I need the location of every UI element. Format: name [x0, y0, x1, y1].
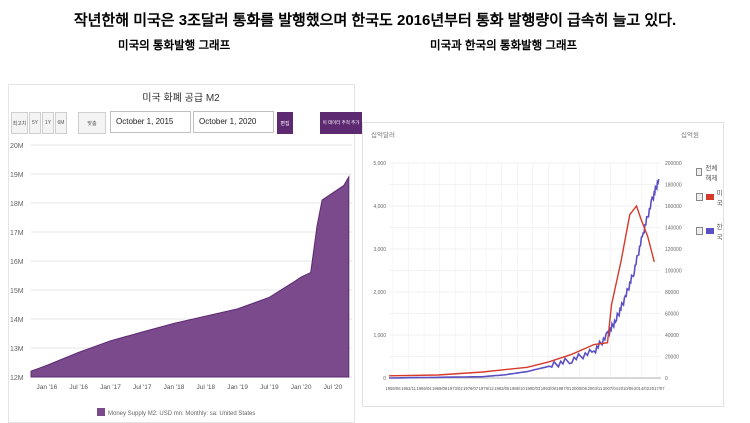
y-right-tick-label: 0: [665, 376, 668, 382]
range-button-custom[interactable]: 맞춤: [78, 112, 106, 134]
checkbox-icon: [696, 227, 703, 235]
x-tick-label: Jan '17: [100, 384, 121, 391]
y-right-tick-label: 40000: [665, 333, 679, 339]
y-left-tick-label: 0: [383, 376, 386, 382]
y-right-tick-label: 120000: [665, 247, 682, 253]
y-left-tick-label: 5,000: [373, 161, 386, 167]
add-tracking-button[interactable]: 이 데이터 추적 추가: [320, 112, 362, 134]
x-tick-label: 2007/04: [603, 386, 619, 391]
y-right-tick-label: 200000: [665, 161, 682, 167]
range-button-1y[interactable]: 1Y: [42, 112, 54, 134]
y-tick-label: 19M: [10, 172, 24, 179]
y-tick-label: 16M: [10, 259, 24, 266]
legend-label-select-all: 전체해제: [705, 165, 718, 182]
x-tick-label: 1969/09: [432, 386, 448, 391]
x-tick-label: 1997/01: [556, 386, 572, 391]
start-date-field[interactable]: October 1, 2015: [110, 111, 191, 133]
x-tick-label: 1976/07: [463, 386, 479, 391]
y-left-tick-label: 3,000: [373, 247, 386, 253]
y-right-tick-label: 140000: [665, 226, 682, 232]
us-korea-chart: 십억달러 십억원 0 20000 40000 60000 80000 100000 120000…: [371, 130, 699, 391]
x-tick-label: 2014/02: [634, 386, 650, 391]
us-chart-title: 미국 화폐 공급 M2: [142, 93, 220, 104]
legend-select-all[interactable]: 전체해제: [696, 162, 723, 182]
y-right-tick-label: 100000: [665, 269, 682, 275]
x-tick-label: 1962/11: [401, 386, 416, 391]
x-tick-label: Jan '20: [291, 384, 312, 391]
x-tick-label: 1966/04: [416, 386, 432, 391]
x-tick-label: 2000/06: [572, 386, 588, 391]
y-right-tick-label: 80000: [665, 290, 679, 296]
legend-swatch-m2: [97, 408, 105, 416]
us-korea-panel: 십억달러 십억원 0 20000 40000 60000 80000 100000 120000…: [362, 122, 724, 407]
y-tick-label: 13M: [10, 346, 24, 353]
left-axis-label: 십억달러: [371, 130, 395, 139]
x-tick-label: 2003/11: [587, 386, 602, 391]
x-tick-label: Jan '18: [164, 384, 185, 391]
legend-korea[interactable]: 한국: [696, 221, 726, 241]
area-series-m2: [30, 175, 350, 378]
y-right-tick-label: 20000: [665, 355, 679, 361]
subtitle-us-chart: 미국의 통화발행 그래프: [118, 40, 231, 52]
x-tick-label: Jul '16: [69, 384, 88, 391]
y-left-tick-label: 1,000: [373, 333, 386, 339]
y-tick-label: 14M: [10, 317, 24, 324]
edit-button[interactable]: 편집: [277, 112, 293, 134]
range-button-6m[interactable]: 6M: [55, 112, 67, 134]
y-tick-label: 20M: [10, 143, 24, 150]
y-tick-label: 15M: [10, 288, 24, 295]
us-m2-panel: 미국 화폐 공급 M2 최고치 5Y 1Y 6M 맞춤 October 1, 2…: [8, 84, 362, 423]
x-tick-label: Jul '19: [260, 384, 279, 391]
checkbox-icon: [696, 193, 703, 201]
y-left-tick-label: 2,000: [373, 290, 386, 296]
x-tick-label: Jul '17: [133, 384, 152, 391]
range-button-5y[interactable]: 5Y: [29, 112, 41, 134]
end-date-field[interactable]: October 1, 2020: [193, 111, 274, 133]
x-tick-label: Jul '20: [324, 384, 343, 391]
x-tick-label: Jul '18: [197, 384, 216, 391]
subtitle-us-korea-chart: 미국과 한국의 통화발행 그래프: [430, 40, 578, 52]
headline: 작년한해 미국은 3조달러 통화를 발행했으며 한국도 2016년부터 통화 발…: [73, 12, 677, 29]
range-button-max[interactable]: 최고치: [11, 112, 28, 134]
y-right-tick-label: 60000: [665, 312, 679, 318]
y-right-tick-label: 160000: [665, 204, 682, 210]
y-tick-label: 17M: [10, 230, 24, 237]
x-tick-label: Jan '19: [227, 384, 248, 391]
x-tick-label: 2017/07: [649, 386, 665, 391]
x-tick-label: 1959/06: [385, 386, 401, 391]
us-m2-chart: 12M 13M 14M 15M 16M 17M 18M 19M 20M Jan '16 Jul '1…: [10, 143, 352, 417]
x-tick-label: 1990/03: [525, 386, 541, 391]
x-tick-label: 1979/12: [479, 386, 495, 391]
right-axis-label: 십억원: [681, 130, 699, 139]
legend-swatch-us: [705, 194, 714, 200]
x-tick-label: 1973/02: [448, 386, 464, 391]
legend-us[interactable]: 미국: [696, 187, 726, 207]
line-series-korea: [388, 178, 660, 379]
legend-label-m2: Money Supply M2: USD mn: Monthly: sa: Un…: [108, 411, 255, 417]
x-tick-label: 2010/09: [618, 386, 634, 391]
legend-label-korea: 한국: [716, 224, 723, 241]
x-tick-label: Jan '16: [37, 384, 58, 391]
y-right-tick-label: 180000: [665, 183, 682, 189]
legend-swatch-korea: [705, 228, 714, 234]
x-tick-label: 1986/10: [510, 386, 526, 391]
y-tick-label: 12M: [10, 375, 24, 382]
x-tick-label: 1993/08: [541, 386, 557, 391]
legend-label-us: 미국: [716, 190, 723, 207]
checkbox-icon: [696, 168, 703, 176]
line-series-us: [388, 204, 655, 377]
y-tick-label: 18M: [10, 201, 24, 208]
x-tick-label: 1983/05: [494, 386, 510, 391]
y-left-tick-label: 4,000: [373, 204, 386, 210]
